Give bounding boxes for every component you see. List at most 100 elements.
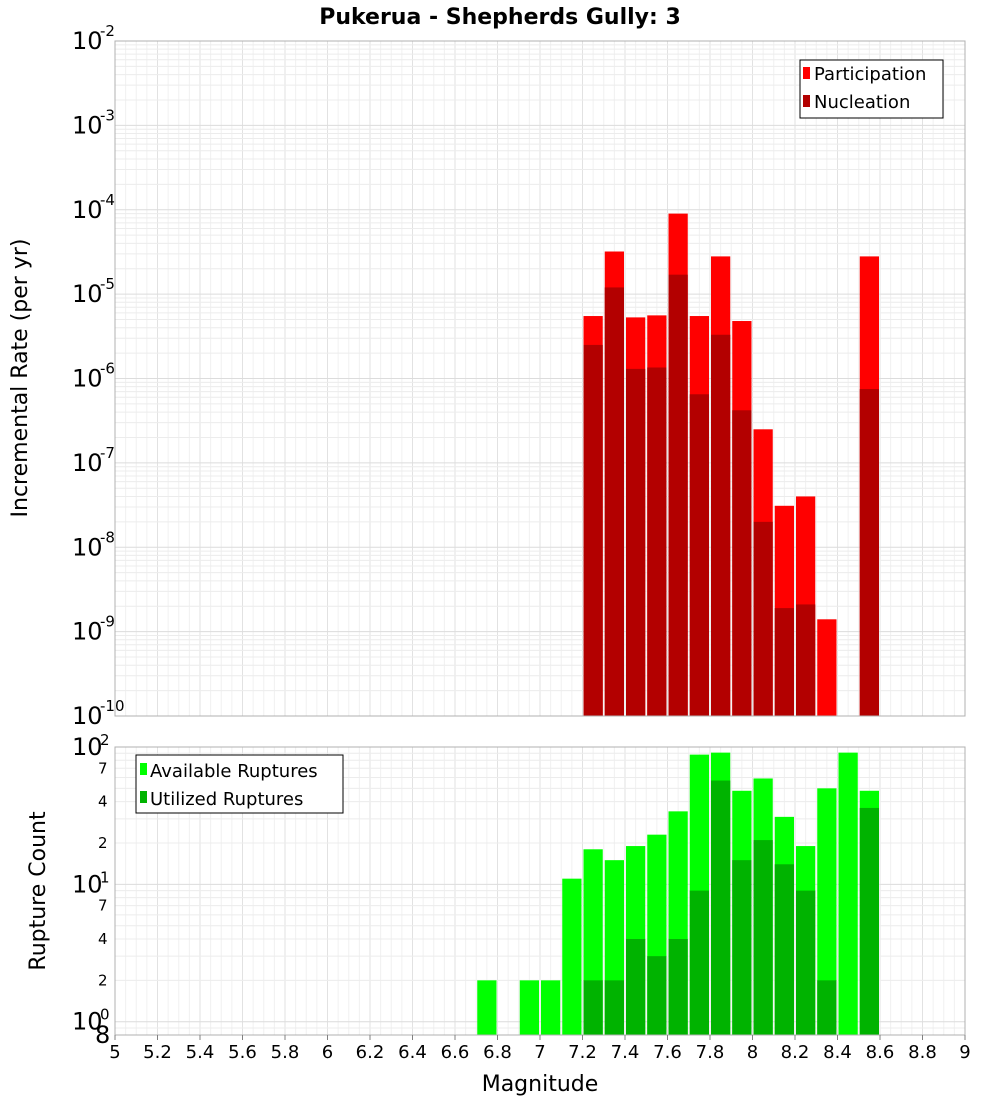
x-tick-label: 5.2 <box>143 1042 172 1063</box>
bar-available-ruptures <box>838 752 858 1035</box>
y-tick-minor-label: 2 <box>98 834 108 852</box>
x-tick-label: 9 <box>959 1042 970 1063</box>
bar-utilized-ruptures <box>604 980 624 1035</box>
x-axis-ticks: 5 5.2 5.4 5.6 5.8 6 6.2 6.4 6.6 6.8 7 7.2 7.4 7.6 7.8 8… <box>109 1035 971 1063</box>
bar-nucleation <box>604 287 624 716</box>
y-tick-label: 10 <box>72 870 103 898</box>
y-tick-label: 10 <box>72 365 103 393</box>
x-tick-label: 5.8 <box>271 1042 300 1063</box>
y-tick-label: 10 <box>72 733 103 761</box>
x-tick-label: 6.6 <box>441 1042 470 1063</box>
y-tick-exponent: -9 <box>100 613 115 631</box>
bar-nucleation <box>711 334 731 716</box>
y-tick-minor-label: 4 <box>98 793 108 811</box>
bar-available-ruptures <box>519 980 539 1035</box>
x-tick-label: 7.2 <box>568 1042 597 1063</box>
x-tick-label: 7.8 <box>696 1042 725 1063</box>
y-tick-exponent: -7 <box>100 444 115 462</box>
y-tick-label: 10 <box>72 27 103 55</box>
legend-label-available-ruptures: Available Ruptures <box>150 761 318 782</box>
bar-utilized-ruptures <box>668 939 688 1035</box>
bar-utilized-ruptures <box>647 956 667 1035</box>
y-tick-exponent: 0 <box>100 1006 110 1024</box>
y-tick-exponent: -3 <box>100 106 115 124</box>
bottom-legend-box <box>135 754 344 814</box>
legend-swatch-nucleation <box>803 95 810 107</box>
legend-swatch-participation <box>803 67 810 79</box>
y-tick-label: 10 <box>72 449 103 477</box>
y-tick-label: 10 <box>72 280 103 308</box>
y-tick-exponent: -5 <box>100 275 115 293</box>
top-y-axis-label: Incremental Rate (per yr) <box>8 239 33 518</box>
y-tick-label: 10 <box>72 196 103 224</box>
x-tick-label: 8.6 <box>866 1042 895 1063</box>
bar-utilized-ruptures <box>689 890 709 1035</box>
bottom-panel-bars <box>477 752 879 1035</box>
bar-nucleation <box>583 344 603 716</box>
top-panel-bars <box>583 213 879 717</box>
bar-available-ruptures <box>562 878 582 1035</box>
bar-nucleation <box>859 389 879 716</box>
bar-utilized-ruptures <box>732 860 752 1035</box>
y-tick-label: 10 <box>72 702 103 730</box>
bar-utilized-ruptures <box>859 807 879 1035</box>
bar-utilized-ruptures <box>774 864 794 1035</box>
bar-nucleation <box>732 410 752 716</box>
y-tick-minor-label: 7 <box>98 897 108 915</box>
bar-participation <box>817 619 837 716</box>
bar-nucleation <box>753 521 773 716</box>
x-axis-label: Magnitude <box>482 1072 599 1097</box>
legend-swatch-available-ruptures <box>140 763 147 775</box>
bottom-y-axis-label: Rupture Count <box>26 811 51 971</box>
x-tick-label: 8.2 <box>781 1042 810 1063</box>
bar-available-ruptures <box>541 980 561 1035</box>
x-tick-label: 6.4 <box>398 1042 427 1063</box>
bar-nucleation <box>668 274 688 716</box>
bar-utilized-ruptures <box>753 840 773 1035</box>
bar-utilized-ruptures <box>817 980 837 1035</box>
legend-label-participation: Participation <box>814 64 926 85</box>
x-tick-label: 5.4 <box>186 1042 215 1063</box>
y-tick-exponent: -6 <box>100 360 115 378</box>
y-tick-label: 10 <box>72 618 103 646</box>
bar-nucleation <box>689 394 709 716</box>
bar-nucleation <box>796 604 816 716</box>
y-tick-minor-label: 2 <box>98 971 108 989</box>
bar-nucleation <box>774 608 794 716</box>
x-tick-label: 5.6 <box>228 1042 257 1063</box>
x-tick-label: 8 <box>747 1042 758 1063</box>
x-tick-label: 7.6 <box>653 1042 682 1063</box>
x-tick-label: 5 <box>109 1042 120 1063</box>
y-tick-exponent: -8 <box>100 528 115 546</box>
x-tick-label: 6.8 <box>483 1042 512 1063</box>
y-tick-minor-label: 8 <box>95 1021 110 1049</box>
bar-utilized-ruptures <box>796 890 816 1035</box>
y-tick-exponent: -2 <box>100 22 115 40</box>
y-tick-label: 10 <box>72 1008 103 1036</box>
x-tick-label: 8.4 <box>823 1042 852 1063</box>
bar-nucleation <box>626 368 646 716</box>
bar-utilized-ruptures <box>711 780 731 1035</box>
top-legend: Participation Nucleation <box>799 59 944 119</box>
x-tick-label: 6 <box>322 1042 333 1063</box>
top-legend-box <box>799 59 944 119</box>
bottom-legend: Available Ruptures Utilized Ruptures <box>135 754 344 814</box>
x-tick-label: 8.8 <box>908 1042 937 1063</box>
legend-label-nucleation: Nucleation <box>814 92 910 113</box>
bar-utilized-ruptures <box>626 939 646 1035</box>
x-tick-label: 7.4 <box>611 1042 640 1063</box>
legend-swatch-utilized-ruptures <box>140 791 147 803</box>
chart-title: Pukerua - Shepherds Gully: 3 <box>319 5 681 30</box>
x-tick-label: 6.2 <box>356 1042 385 1063</box>
bar-utilized-ruptures <box>583 980 603 1035</box>
x-tick-label: 7 <box>534 1042 545 1063</box>
y-tick-exponent: -4 <box>100 191 115 209</box>
y-tick-minor-label: 4 <box>98 930 108 948</box>
y-tick-exponent: -10 <box>100 697 125 715</box>
top-panel-frame <box>114 40 966 717</box>
y-tick-exponent: 1 <box>100 868 110 886</box>
bar-nucleation <box>647 367 667 716</box>
